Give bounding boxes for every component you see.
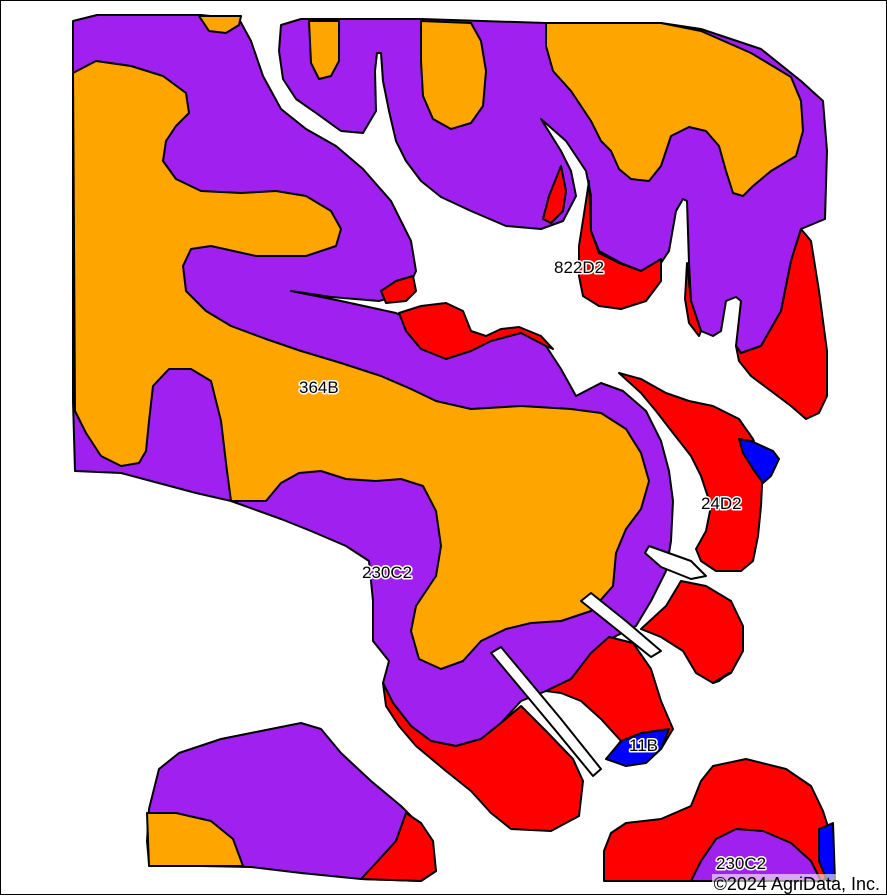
label-822d2: 822D2	[554, 258, 604, 277]
label-24d2: 24D2	[701, 494, 742, 513]
soil-polygon-822d2-c[interactable]	[684, 262, 702, 337]
label-11b: 11B	[629, 736, 658, 755]
soil-polygon-11b-finger[interactable]	[712, 672, 730, 684]
soil-polygon-364b-lobe-3[interactable]	[545, 22, 804, 197]
soil-polygon-822d2-finger-2[interactable]	[545, 636, 674, 752]
soil-polygon-822d2-e[interactable]	[380, 275, 417, 304]
soil-polygon-364b-west[interactable]	[72, 60, 650, 670]
label-230c2-main: 230C2	[362, 563, 412, 582]
soil-polygon-822d2-finger-1[interactable]	[640, 580, 744, 684]
soil-polygon-822d2-finger-3[interactable]	[382, 682, 584, 832]
soil-polygon-822d2-b[interactable]	[578, 180, 662, 310]
label-230c2-south: 230C2	[716, 854, 766, 873]
copyright-notice: ©2024 AgriData, Inc.	[711, 874, 882, 894]
soil-polygon-822d2-f[interactable]	[398, 302, 554, 360]
soil-polygon-24d2[interactable]	[618, 372, 764, 572]
field-gap-1	[644, 545, 707, 580]
soil-polygon-11b-east[interactable]	[738, 438, 780, 484]
soil-polygon-364b-lobe-1[interactable]	[308, 20, 340, 80]
field-gap-3	[490, 646, 602, 777]
soil-polygon-364b-lobe-2[interactable]	[420, 20, 487, 130]
soil-polygon-822d2-d[interactable]	[735, 228, 828, 420]
soil-polygon-11b-south[interactable]	[605, 728, 670, 767]
soil-polygon-822d2-a[interactable]	[542, 165, 567, 224]
field-gap-2	[580, 592, 662, 658]
soil-polygon-364b-top-notch[interactable]	[198, 15, 242, 34]
soil-polygon-822d2-southwest[interactable]	[360, 812, 437, 882]
soil-polygon-364b-southwest[interactable]	[146, 812, 244, 867]
label-364b: 364B	[299, 378, 339, 397]
